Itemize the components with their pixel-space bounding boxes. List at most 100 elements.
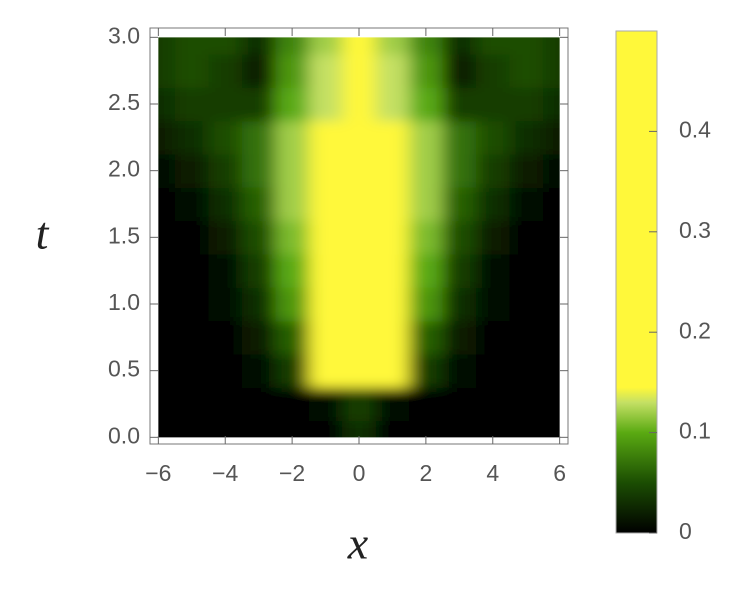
heat-cell: [158, 387, 176, 422]
heat-cell: [342, 320, 377, 355]
heat-cell: [158, 354, 176, 388]
heat-cell: [375, 354, 410, 388]
heat-cell: [509, 354, 544, 388]
x-tick-label: −4: [212, 460, 238, 486]
heat-cell: [509, 420, 544, 438]
heat-cell: [208, 37, 243, 55]
heat-cell: [509, 287, 544, 322]
heat-cell: [275, 54, 310, 88]
heat-cell: [476, 87, 510, 122]
heat-cell: [241, 254, 276, 288]
heat-cell: [158, 287, 176, 322]
heat-cell: [158, 254, 176, 288]
x-axis-label: x: [347, 518, 369, 569]
heat-cell: [409, 220, 444, 255]
heat-cell: [208, 187, 243, 222]
heat-cell: [158, 154, 176, 188]
heat-cell: [442, 220, 477, 255]
heat-cell: [158, 120, 176, 155]
heat-cell: [308, 387, 343, 422]
heat-cell: [509, 87, 544, 122]
heat-cell: [241, 220, 276, 255]
heat-cell: [308, 120, 343, 155]
heat-cell: [342, 187, 377, 222]
heat-cell: [542, 54, 560, 88]
heat-cell: [158, 54, 176, 88]
colorbar-tick-label: 0.3: [679, 217, 711, 243]
heat-cell: [342, 287, 377, 322]
heat-cell: [375, 420, 410, 438]
heat-cell: [375, 37, 410, 55]
heat-cell: [442, 354, 477, 388]
x-tick-label: −2: [279, 460, 305, 486]
colorbar-tick-label: 0.1: [679, 418, 711, 444]
heat-cell: [409, 37, 444, 55]
heat-cell: [342, 54, 377, 88]
heat-cell: [476, 220, 510, 255]
heat-cell: [158, 420, 176, 438]
heat-cell: [509, 37, 544, 55]
heat-cell: [342, 387, 377, 422]
heat-cell: [275, 354, 310, 388]
heat-cell: [409, 187, 444, 222]
heat-cell: [241, 87, 276, 122]
heat-cell: [175, 420, 210, 438]
heat-cell: [509, 220, 544, 255]
heat-cell: [308, 37, 343, 55]
heat-cell: [308, 220, 343, 255]
heat-cell: [175, 120, 210, 155]
heat-cell: [442, 187, 477, 222]
heat-cell: [409, 54, 444, 88]
heat-cell: [308, 287, 343, 322]
heat-cell: [342, 120, 377, 155]
heat-cell: [542, 287, 560, 322]
heat-cell: [542, 120, 560, 155]
heat-cell: [476, 387, 510, 422]
heat-cell: [158, 220, 176, 255]
colorbar-tick-label: 0: [679, 518, 692, 544]
heat-cell: [308, 420, 343, 438]
heat-cell: [241, 320, 276, 355]
heat-cell: [175, 37, 210, 55]
heat-cell: [275, 420, 310, 438]
heat-cell: [175, 154, 210, 188]
heat-cell: [208, 54, 243, 88]
heat-cell: [375, 387, 410, 422]
y-tick-label: 3.0: [108, 22, 140, 48]
heat-cell: [241, 354, 276, 388]
x-tick-label: 0: [353, 460, 366, 486]
heat-cell: [476, 120, 510, 155]
y-tick-label: 0.5: [108, 356, 140, 382]
heat-cell: [542, 187, 560, 222]
heat-cell: [308, 154, 343, 188]
heat-cell: [375, 120, 410, 155]
heat-cell: [375, 320, 410, 355]
heat-cell: [208, 220, 243, 255]
heat-cell: [158, 37, 176, 55]
heat-cell: [476, 354, 510, 388]
heat-cell: [241, 154, 276, 188]
colorbar-tick-label: 0.4: [679, 116, 711, 142]
heat-cell: [275, 87, 310, 122]
heat-cell: [375, 254, 410, 288]
heat-cell: [175, 287, 210, 322]
heat-cell: [275, 37, 310, 55]
heat-cell: [442, 54, 477, 88]
heat-cell: [342, 420, 377, 438]
heat-cell: [342, 154, 377, 188]
heat-cell: [275, 287, 310, 322]
y-tick-label: 1.0: [108, 289, 140, 315]
heat-cell: [175, 87, 210, 122]
heat-cell: [476, 187, 510, 222]
heat-cell: [375, 287, 410, 322]
y-tick-label: 2.0: [108, 156, 140, 182]
heat-cell: [509, 120, 544, 155]
heat-cell: [241, 287, 276, 322]
heat-cell: [509, 54, 544, 88]
heat-cell: [208, 354, 243, 388]
heat-cell: [375, 220, 410, 255]
heat-cell: [442, 387, 477, 422]
heat-cell: [208, 254, 243, 288]
y-tick-label: 2.5: [108, 89, 140, 115]
